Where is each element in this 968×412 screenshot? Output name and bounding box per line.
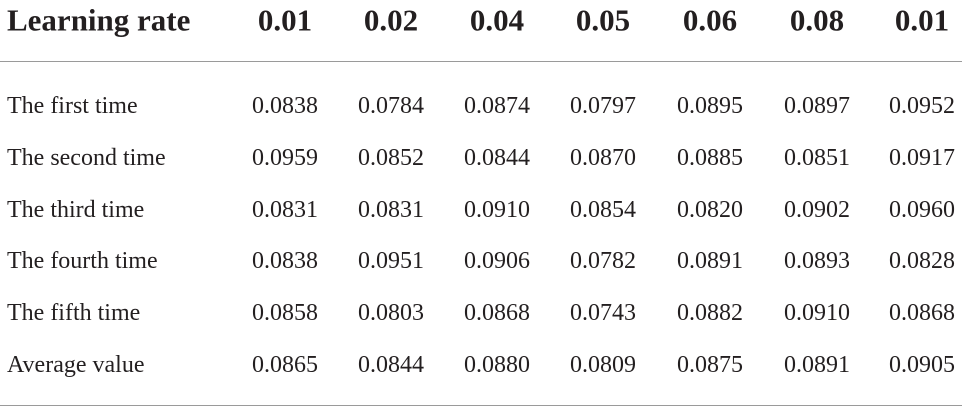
value-cell: 0.0868	[889, 300, 955, 327]
value-cell: 0.0828	[889, 248, 955, 275]
header-cell: 0.01	[257, 2, 313, 38]
value-cell: 0.0831	[358, 196, 424, 223]
value-cell: 0.0875	[677, 352, 743, 378]
value-cell: 0.0891	[677, 248, 743, 275]
value-cell: 0.0803	[358, 300, 424, 327]
value-cell: 0.0868	[464, 300, 530, 327]
header-cell: 0.04	[469, 2, 525, 38]
value-cell: 0.0854	[570, 196, 636, 223]
value-cell: 0.0959	[252, 144, 318, 171]
value-cell: 0.0809	[570, 352, 636, 378]
value-cell: 0.0844	[464, 144, 530, 171]
value-cell: 0.0852	[358, 144, 424, 171]
value-cell: 0.0874	[464, 93, 530, 119]
row-label: The first time	[7, 93, 138, 119]
value-cell: 0.0885	[677, 144, 743, 171]
header-cell: 0.08	[789, 2, 845, 38]
value-cell: 0.0797	[570, 93, 636, 119]
value-cell: 0.0844	[358, 352, 424, 378]
value-cell: 0.0838	[252, 248, 318, 275]
bottom-rule	[0, 405, 962, 406]
header-cell: 0.01	[894, 2, 950, 38]
header-rule	[0, 61, 962, 62]
value-cell: 0.0893	[784, 248, 850, 275]
value-cell: 0.0905	[889, 352, 955, 378]
row-label: The second time	[7, 144, 166, 171]
row-label: The fourth time	[7, 248, 158, 275]
value-cell: 0.0952	[889, 93, 955, 119]
row-label: The fifth time	[7, 300, 141, 327]
value-cell: 0.0906	[464, 248, 530, 275]
value-cell: 0.0895	[677, 93, 743, 119]
value-cell: 0.0891	[784, 352, 850, 378]
value-cell: 0.0870	[570, 144, 636, 171]
value-cell: 0.0917	[889, 144, 955, 171]
value-cell: 0.0897	[784, 93, 850, 119]
value-cell: 0.0910	[464, 196, 530, 223]
header-cell: 0.05	[575, 2, 631, 38]
value-cell: 0.0902	[784, 196, 850, 223]
value-cell: 0.0831	[252, 196, 318, 223]
header-cell: Learning rate	[7, 2, 191, 38]
value-cell: 0.0882	[677, 300, 743, 327]
value-cell: 0.0880	[464, 352, 530, 378]
value-cell: 0.0838	[252, 93, 318, 119]
value-cell: 0.0784	[358, 93, 424, 119]
header-cell: 0.06	[682, 2, 738, 38]
value-cell: 0.0865	[252, 352, 318, 378]
value-cell: 0.0820	[677, 196, 743, 223]
value-cell: 0.0951	[358, 248, 424, 275]
value-cell: 0.0910	[784, 300, 850, 327]
header-cell: 0.02	[363, 2, 419, 38]
value-cell: 0.0743	[570, 300, 636, 327]
value-cell: 0.0782	[570, 248, 636, 275]
value-cell: 0.0858	[252, 300, 318, 327]
row-label: The third time	[7, 196, 145, 223]
value-cell: 0.0960	[889, 196, 955, 223]
value-cell: 0.0851	[784, 144, 850, 171]
row-label: Average value	[7, 352, 145, 378]
